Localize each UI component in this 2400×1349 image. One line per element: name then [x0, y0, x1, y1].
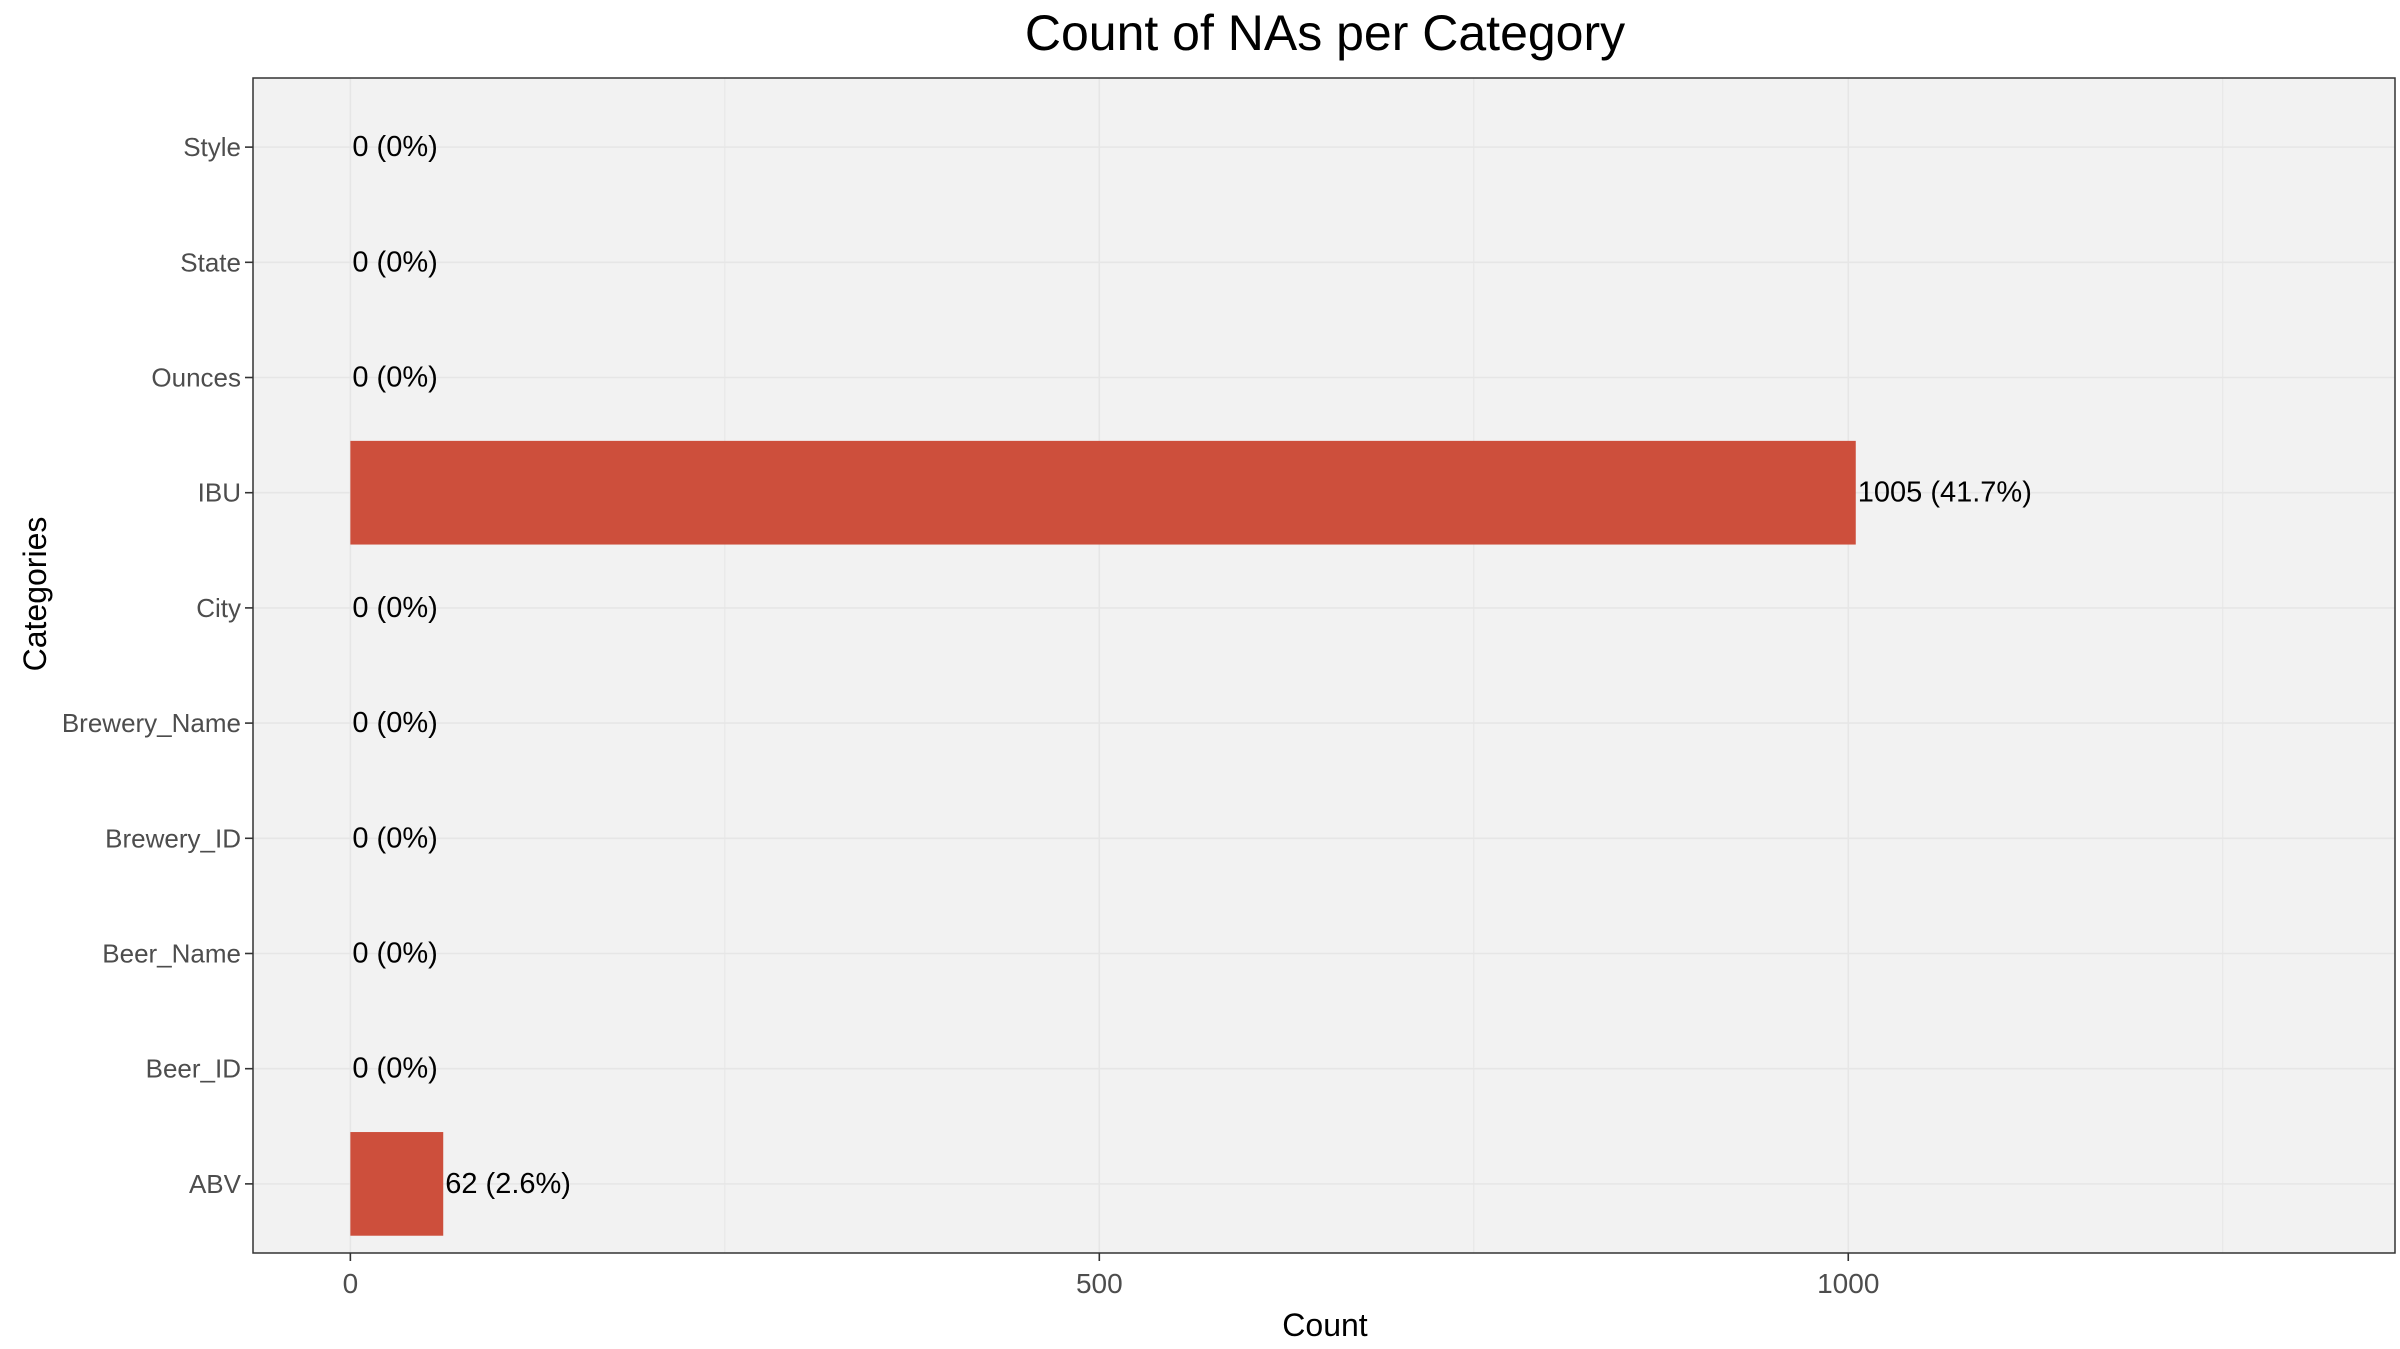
plot-panel-border: [252, 77, 2396, 1254]
y-tick-label: Ounces: [151, 363, 241, 393]
bar-abv: [350, 1132, 444, 1236]
y-tick-label: IBU: [198, 478, 241, 508]
y-axis: ABV Beer_ID Beer_Name Brewery_ID Brewery_Nam…: [62, 132, 253, 1199]
data-label-abv: 62 (2.6%): [445, 1168, 571, 1200]
data-labels: 62 (2.6%) 0 (0%) 0 (0%) 0 (0%) 0 (0%) 0 (0%) 1…: [352, 131, 2032, 1200]
x-tick-label: 0: [343, 1268, 359, 1299]
y-tick-label: ABV: [189, 1169, 242, 1199]
data-label-style: 0 (0%): [352, 131, 437, 163]
data-label-ibu: 1005 (41.7%): [1858, 477, 2032, 509]
data-label-state: 0 (0%): [352, 246, 437, 278]
x-axis-title: Count: [1282, 1307, 1368, 1343]
data-label-beer-name: 0 (0%): [352, 937, 437, 969]
data-label-city: 0 (0%): [352, 592, 437, 624]
y-tick-label: Beer_ID: [146, 1054, 241, 1084]
y-axis-title: Categories: [17, 517, 53, 672]
chart-title: Count of NAs per Category: [1025, 5, 1625, 61]
bars: [350, 440, 1856, 1236]
y-tick-label: Brewery_ID: [105, 823, 241, 853]
data-label-brewery-name: 0 (0%): [352, 707, 437, 739]
y-tick-label: State: [180, 247, 241, 277]
y-tick-label: Brewery_Name: [62, 708, 241, 738]
x-tick-label: 1000: [1817, 1268, 1879, 1299]
data-label-ounces: 0 (0%): [352, 362, 437, 394]
data-label-brewery-id: 0 (0%): [352, 822, 437, 854]
bar-ibu: [350, 440, 1856, 545]
x-axis: 0 500 1000: [343, 1253, 1879, 1299]
y-tick-label: Beer_Name: [102, 938, 241, 968]
y-tick-label: City: [196, 593, 241, 623]
y-tick-label: Style: [183, 132, 241, 162]
plot-panel: [253, 78, 2395, 1253]
x-tick-label: 500: [1076, 1268, 1123, 1299]
data-label-beer-id: 0 (0%): [352, 1053, 437, 1085]
